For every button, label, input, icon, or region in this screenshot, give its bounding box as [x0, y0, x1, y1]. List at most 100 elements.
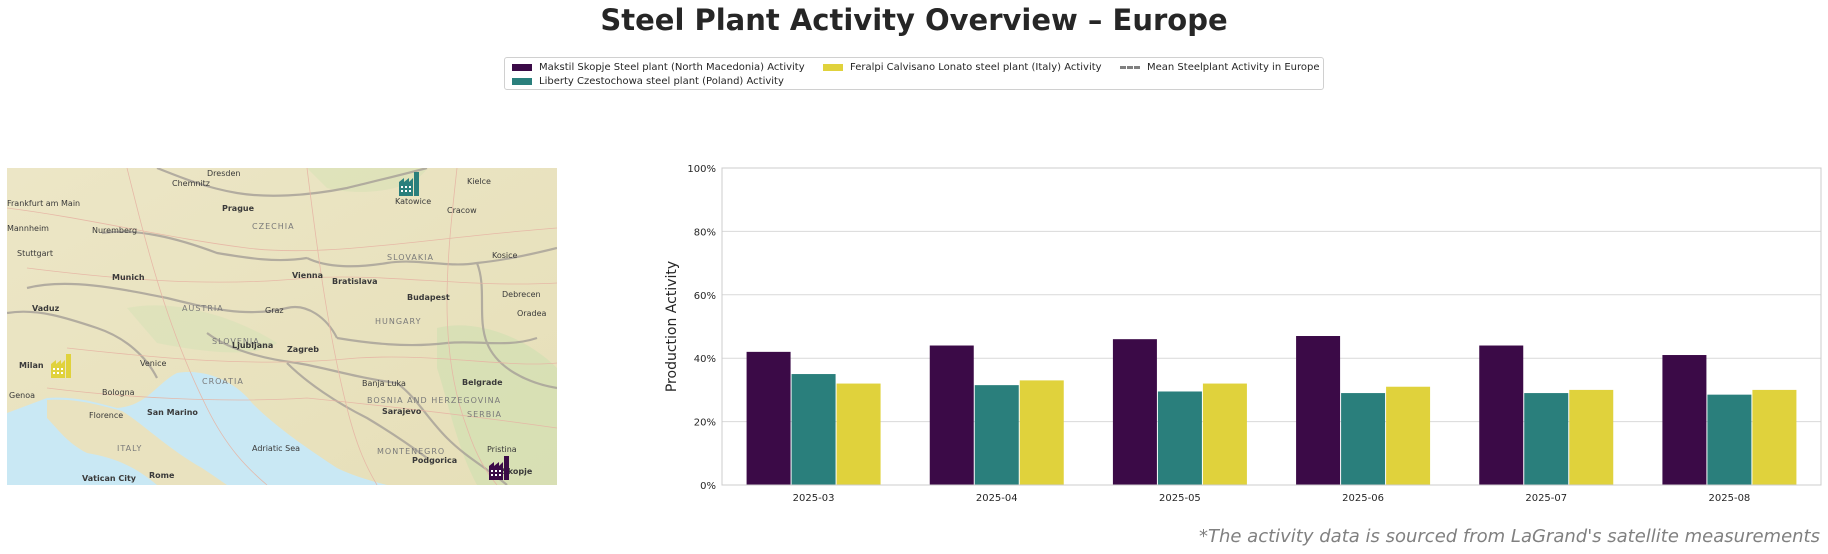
green-terrain-north	[307, 168, 427, 192]
map-label: Frankfurt am Main	[7, 199, 80, 208]
y-axis-label: Production Activity	[664, 261, 680, 392]
legend-label-makstil: Makstil Skopje Steel plant (North Macedo…	[539, 62, 805, 73]
bar	[1386, 386, 1431, 485]
map-label: Kielce	[467, 177, 491, 186]
map-label: Kosice	[492, 251, 518, 260]
bar	[1569, 389, 1614, 485]
x-tick-label: 2025-06	[1342, 493, 1384, 504]
y-tick-label: 20%	[694, 418, 716, 429]
map-label: Vatican City	[82, 474, 137, 483]
legend-swatch-makstil	[512, 64, 532, 71]
legend-item-feralpi: Feralpi Calvisano Lonato steel plant (It…	[823, 62, 1102, 73]
map-label: Vienna	[292, 271, 323, 280]
map-label: Podgorica	[412, 456, 457, 465]
legend: Makstil Skopje Steel plant (North Macedo…	[504, 57, 1324, 90]
map-label: SLOVENIA	[212, 337, 260, 346]
legend-item-liberty: Liberty Czestochowa steel plant (Poland)…	[512, 76, 784, 87]
map-label: Munich	[112, 273, 145, 282]
europe-map: Dresden Chemnitz Frankfurt am Main Mannheim…	[7, 168, 557, 485]
chart-canvas: 0% 20% 40% 60% 80% 100% 2025-03 2025-04 2025-05…	[664, 164, 1822, 504]
y-tick-label: 40%	[694, 354, 716, 365]
map-label: Skopje	[502, 467, 533, 476]
map-label: CROATIA	[202, 377, 244, 386]
map-label: Pristina	[487, 445, 517, 454]
bar	[1112, 339, 1157, 485]
bar	[746, 351, 791, 485]
bar	[1296, 336, 1341, 485]
legend-label-feralpi: Feralpi Calvisano Lonato steel plant (It…	[850, 62, 1102, 73]
roads	[7, 168, 557, 485]
map-label: San Marino	[147, 408, 198, 417]
map-label: Mannheim	[7, 224, 49, 233]
y-tick-label: 60%	[694, 291, 716, 302]
map-label: Dresden	[207, 169, 240, 178]
factory-icon	[489, 456, 509, 480]
chart-title: Steel Plant Activity Overview – Europe	[600, 3, 1228, 37]
italy-land	[47, 399, 227, 485]
bar	[836, 383, 881, 485]
bar	[1157, 391, 1202, 485]
bar	[1341, 393, 1386, 485]
map-label: Budapest	[407, 293, 450, 302]
map-label: ITALY	[117, 444, 142, 453]
x-tick-label: 2025-04	[976, 493, 1018, 504]
bar	[1707, 394, 1752, 485]
bars	[746, 336, 1797, 485]
map-label: Sarajevo	[382, 407, 422, 416]
map-label: Stuttgart	[17, 249, 53, 258]
map-label: Zagreb	[287, 345, 319, 354]
y-tick-label: 100%	[687, 164, 716, 175]
grid-lines	[722, 167, 1821, 486]
map-label: AUSTRIA	[182, 304, 224, 313]
bar	[791, 374, 836, 485]
factory-icon	[399, 172, 419, 196]
map-label: Nuremberg	[92, 226, 137, 235]
map-label: Bologna	[102, 388, 135, 397]
legend-label-liberty: Liberty Czestochowa steel plant (Poland)…	[539, 76, 784, 87]
factory-icon	[51, 354, 71, 378]
map-label: SERBIA	[467, 410, 502, 419]
map-label: Chemnitz	[172, 179, 210, 188]
bar	[1019, 380, 1064, 485]
bar	[1202, 383, 1247, 485]
legend-swatch-feralpi	[823, 64, 843, 71]
map-label: Debrecen	[502, 290, 541, 299]
x-tick-label: 2025-07	[1525, 493, 1567, 504]
legend-item-makstil: Makstil Skopje Steel plant (North Macedo…	[512, 62, 805, 73]
bar-chart: 0% 20% 40% 60% 80% 100% 2025-03 2025-04 2025-05…	[660, 160, 1828, 510]
x-ticks: 2025-03 2025-04 2025-05 2025-06 2025-07 2025-…	[793, 493, 1751, 504]
map-label: MONTENEGRO	[377, 447, 445, 456]
map-label: BOSNIA AND HERZEGOVINA	[367, 396, 501, 405]
plant-markers	[51, 172, 509, 480]
map-label: Graz	[265, 306, 284, 315]
x-tick-label: 2025-08	[1709, 493, 1751, 504]
map-label: Katowice	[395, 197, 431, 206]
y-tick-label: 80%	[694, 227, 716, 238]
map-label: SLOVAKIA	[387, 253, 434, 262]
map-label: Banja Luka	[362, 379, 406, 388]
bar	[974, 385, 1019, 485]
map-label: Bratislava	[332, 277, 378, 286]
map-label: Ljubljana	[232, 341, 273, 350]
green-terrain-alps	[127, 305, 277, 353]
bar	[1479, 345, 1524, 485]
bar	[1524, 393, 1569, 485]
legend-item-mean: Mean Steelplant Activity in Europe	[1120, 62, 1320, 73]
map-label: Belgrade	[462, 378, 503, 387]
map-label: HUNGARY	[375, 317, 421, 326]
map-label: Florence	[89, 411, 123, 420]
plot-frame	[721, 167, 1822, 486]
map-label: Adriatic Sea	[252, 444, 300, 453]
map-label: Rome	[149, 471, 175, 480]
bar	[929, 345, 974, 485]
map-label: Vaduz	[32, 304, 60, 313]
map-label: Prague	[222, 204, 255, 213]
legend-dash-mean	[1120, 66, 1140, 69]
x-tick-label: 2025-03	[793, 493, 835, 504]
map-label: Cracow	[447, 206, 477, 215]
map-label: CZECHIA	[252, 222, 295, 231]
y-ticks: 0% 20% 40% 60% 80% 100%	[687, 164, 716, 492]
legend-swatch-liberty	[512, 78, 532, 85]
